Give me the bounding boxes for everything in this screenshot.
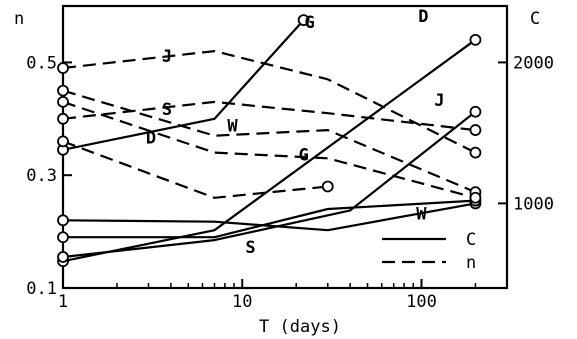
data-point-marker bbox=[57, 112, 69, 125]
x-tick-label: 100 bbox=[406, 292, 437, 312]
data-point-marker bbox=[57, 95, 69, 108]
y-left-axis-title: n bbox=[14, 9, 24, 29]
series-label-s: S bbox=[162, 100, 172, 120]
data-point-marker bbox=[57, 135, 69, 148]
series-label-g: G bbox=[299, 145, 309, 165]
series-label-g: G bbox=[304, 13, 314, 33]
series-line-n-unlabeled bbox=[62, 100, 476, 199]
series-line-n-s bbox=[62, 100, 476, 132]
series-label-j: J bbox=[162, 47, 172, 67]
series-label-w: W bbox=[416, 204, 427, 224]
data-point-marker bbox=[469, 105, 482, 118]
data-point-marker bbox=[57, 214, 69, 227]
data-point-marker bbox=[57, 251, 69, 263]
data-point-marker bbox=[57, 231, 69, 244]
series-line-n-w bbox=[62, 89, 476, 194]
y-right-axis-title: C bbox=[530, 9, 540, 29]
data-point-marker bbox=[321, 180, 334, 193]
x-tick-label: 1 bbox=[58, 292, 68, 312]
series-line-C-s bbox=[63, 199, 476, 239]
series-line-C-j bbox=[62, 110, 477, 259]
series-line-n-d bbox=[62, 140, 328, 199]
data-point-marker bbox=[469, 124, 482, 136]
data-point-marker bbox=[469, 33, 482, 46]
y-right-tick-label: 1000 bbox=[513, 194, 554, 214]
series-line-n-j bbox=[62, 49, 476, 154]
series-label-w: W bbox=[227, 117, 238, 137]
data-point-marker bbox=[297, 14, 310, 27]
data-point-marker bbox=[469, 146, 482, 159]
series-line-C-w bbox=[62, 202, 476, 232]
legend-label-c: C bbox=[466, 230, 476, 250]
y-left-tick-label: 0.1 bbox=[26, 279, 57, 299]
series-label-s: S bbox=[245, 238, 255, 258]
series-line-C-g bbox=[62, 19, 305, 151]
data-point-marker bbox=[57, 84, 69, 97]
y-left-tick-label: 0.5 bbox=[26, 53, 57, 73]
y-left-tick-label: 0.3 bbox=[26, 166, 57, 186]
x-axis-title: T (days) bbox=[259, 317, 341, 337]
series-label-j: J bbox=[434, 91, 444, 111]
plot-frame bbox=[61, 4, 509, 290]
legend-label-n: n bbox=[466, 253, 476, 273]
x-tick-label: 10 bbox=[232, 292, 252, 312]
series-label-d: D bbox=[146, 128, 156, 148]
data-point-marker bbox=[57, 62, 69, 74]
y-right-tick-label: 2000 bbox=[513, 53, 554, 73]
data-point-marker bbox=[469, 191, 482, 204]
series-label-d: D bbox=[418, 7, 428, 27]
